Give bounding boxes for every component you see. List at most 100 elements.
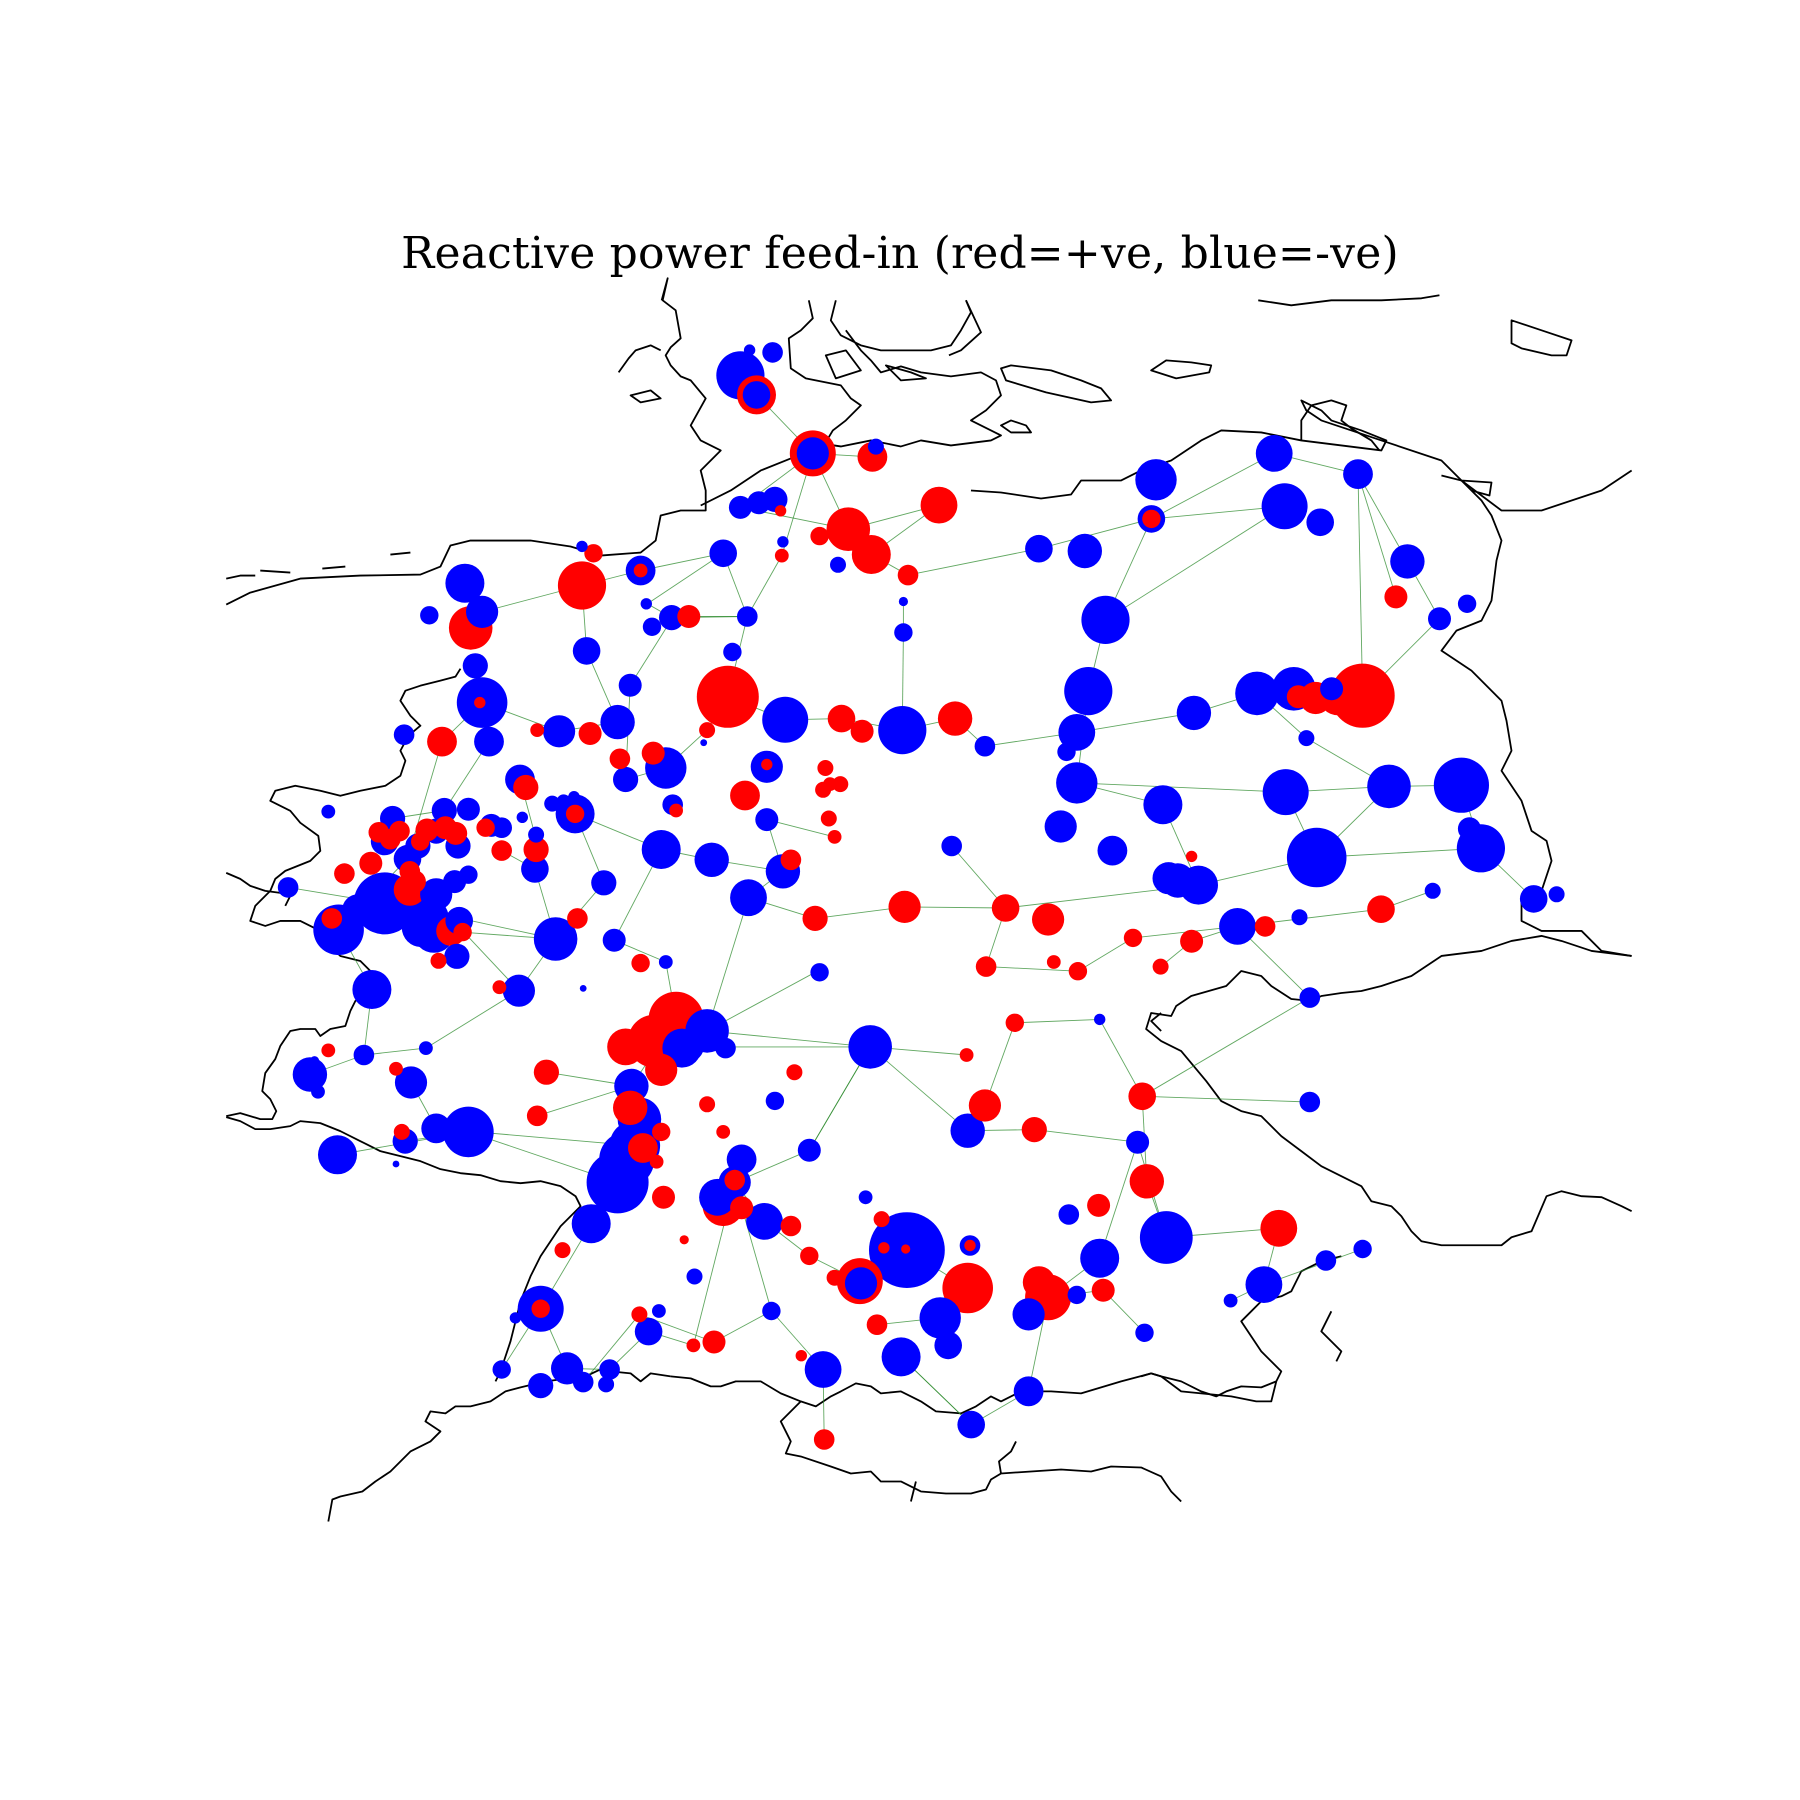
bus-marker-negative <box>1315 1250 1337 1271</box>
bus-marker-negative <box>466 595 499 629</box>
bus-marker-negative <box>572 1371 594 1393</box>
bus-marker-negative <box>1056 762 1098 804</box>
bus-marker-positive <box>679 1235 689 1245</box>
bus-marker-negative <box>1320 677 1344 701</box>
transmission-line <box>1357 473 1397 598</box>
bus-marker-positive <box>492 980 507 995</box>
bus-marker-negative <box>543 715 576 748</box>
bus-marker-negative <box>599 1359 620 1380</box>
bus-marker-positive <box>526 1105 548 1127</box>
bus-marker-negative <box>1152 862 1185 895</box>
bus-marker-negative <box>1457 817 1481 841</box>
bus-marker-positive <box>810 526 829 546</box>
bus-marker-negative <box>659 605 685 631</box>
bus-marker-negative <box>1262 769 1309 816</box>
bus-marker-positive <box>1254 916 1276 937</box>
bus-marker-positive <box>937 701 973 736</box>
bus-marker-positive <box>427 726 457 757</box>
bus-marker-negative <box>844 1267 878 1300</box>
bus-marker-negative <box>1457 594 1477 613</box>
bus-marker-negative <box>723 642 742 662</box>
bus-marker-negative <box>571 1204 611 1244</box>
transmission-line <box>425 990 520 1049</box>
bus-marker-positive <box>827 704 856 733</box>
bus-marker-positive <box>878 1242 890 1254</box>
border-france-west <box>226 668 462 1121</box>
bus-marker-negative <box>491 817 512 838</box>
bus-marker-negative <box>694 842 729 877</box>
bus-marker-positive <box>699 1096 716 1113</box>
transmission-line <box>647 552 724 605</box>
bus-marker-negative <box>762 696 809 743</box>
bus-marker-positive <box>817 760 834 776</box>
bus-marker-negative <box>311 1084 325 1099</box>
transmission-line <box>907 548 1039 576</box>
bus-marker-negative <box>743 344 756 356</box>
bus-marker-positive <box>645 1053 678 1086</box>
bus-marker-negative <box>746 1203 783 1240</box>
bus-marker-negative <box>1176 695 1212 731</box>
transmission-line <box>766 819 835 838</box>
bus-marker-negative <box>686 1268 703 1285</box>
bus-marker-negative <box>443 1106 494 1158</box>
bus-marker-negative <box>1255 435 1293 472</box>
bus-marker-negative <box>1025 534 1053 563</box>
bus-marker-positive <box>1032 903 1065 936</box>
bus-marker-positive <box>578 722 602 745</box>
bus-marker-positive <box>1286 685 1310 709</box>
transmission-line <box>1099 1142 1139 1259</box>
bus-marker-negative <box>393 724 415 745</box>
bus-marker-negative <box>1298 730 1315 747</box>
bus-marker-positive <box>832 776 849 793</box>
bus-marker-positive <box>359 851 383 875</box>
transmission-line <box>1077 937 1134 972</box>
bus-marker-negative <box>848 1025 892 1069</box>
bus-marker-negative <box>568 791 580 803</box>
transmission-line <box>1099 1019 1143 1097</box>
bus-marker-negative <box>1343 459 1373 489</box>
bus-marker-positive <box>975 956 997 977</box>
bus-marker-negative <box>591 870 617 896</box>
bus-marker-negative <box>1126 1130 1150 1154</box>
bus-marker-positive <box>389 1061 403 1076</box>
bus-marker-negative <box>509 1312 522 1324</box>
bus-marker-positive <box>584 544 603 563</box>
bus-marker-negative <box>1143 785 1183 825</box>
bus-marker-negative <box>572 637 601 665</box>
bus-marker-positive <box>730 780 760 811</box>
bus-marker-positive <box>897 564 919 586</box>
bus-marker-positive <box>774 548 789 563</box>
bus-marker-positive <box>795 1350 807 1362</box>
bus-marker-positive <box>474 696 486 709</box>
transmission-line <box>629 617 674 686</box>
bus-marker-negative <box>755 808 779 832</box>
transmission-line <box>1014 1018 1100 1024</box>
bus-marker-positive <box>1260 1209 1298 1247</box>
bus-marker-negative <box>919 1297 961 1339</box>
bus-marker-negative <box>1306 508 1334 537</box>
bus-marker-negative <box>658 955 673 969</box>
bus-marker-negative <box>533 917 578 961</box>
bus-marker-positive <box>444 821 468 845</box>
bus-marker-negative <box>456 797 480 821</box>
bus-marker-positive <box>628 1133 658 1163</box>
transmission-line <box>1357 474 1364 696</box>
bus-marker-negative <box>1058 1204 1080 1225</box>
bus-marker-negative <box>420 606 439 625</box>
transmission-line <box>706 897 749 1032</box>
bus-marker-negative <box>576 540 588 553</box>
bus-marker-negative <box>1433 757 1489 813</box>
bus-marker-positive <box>813 1429 835 1450</box>
bus-marker-negative <box>598 1376 615 1393</box>
bus-marker-positive <box>724 1169 745 1191</box>
border-austria <box>670 1372 1278 1415</box>
bus-marker-negative <box>796 437 829 470</box>
coastline-baltic <box>800 299 1002 448</box>
bus-marker-positive <box>920 486 958 524</box>
bus-marker-positive <box>901 1244 911 1254</box>
bus-marker-negative <box>1291 909 1308 926</box>
coastline-gdansk <box>1441 469 1633 512</box>
bus-marker-positive <box>411 832 430 851</box>
bus-marker-negative <box>1261 483 1308 530</box>
bus-marker-positive <box>554 1242 571 1259</box>
